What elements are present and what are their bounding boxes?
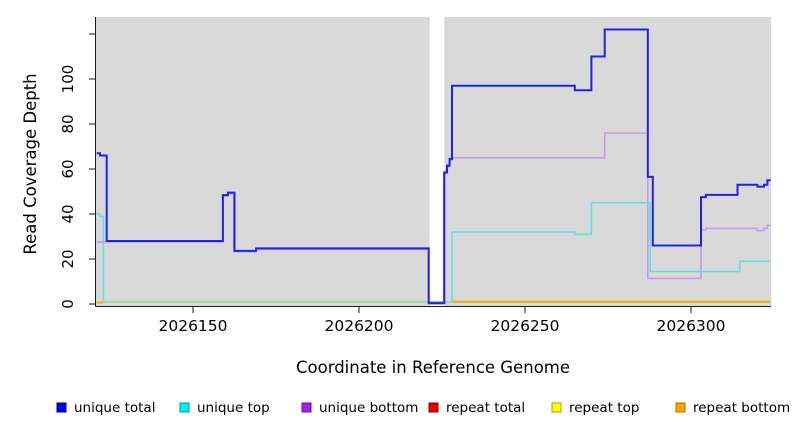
legend-label: repeat bottom [693, 400, 790, 416]
coverage-gap-band [429, 17, 445, 306]
x-tick-label: 2026300 [656, 317, 725, 335]
series-layer [96, 28, 771, 305]
x-axis-title: Coordinate in Reference Genome [296, 358, 570, 377]
y-tick-label: 60 [59, 159, 77, 178]
unique-top-line [451, 202, 771, 302]
x-tick-label: 2026250 [490, 317, 559, 335]
legend-swatch-repeat-top [551, 402, 562, 413]
y-tick-label: 20 [59, 249, 77, 268]
x-tick-label: 2026200 [324, 317, 393, 335]
legend-swatch-unique-bottom [301, 402, 312, 413]
unique-top-line [96, 213, 105, 302]
legend-swatch-repeat-total [428, 402, 439, 413]
y-tick-label: 100 [59, 65, 77, 94]
legend-swatch-unique-top [179, 402, 190, 413]
y-tick-label: 80 [59, 114, 77, 133]
legend-label: unique total [74, 400, 155, 416]
axes-layer: 0 20 40 60 80 100 2026150 2026200 2026250 2026300 [59, 17, 771, 335]
x-tick-label: 2026150 [158, 317, 227, 335]
legend-item-unique-bottom: unique bottom [301, 400, 418, 416]
legend-item-unique-total: unique total [56, 400, 155, 416]
y-tick-label: 0 [59, 299, 77, 309]
y-tick-label: 40 [59, 204, 77, 223]
y-axis-title: Read Coverage Depth [21, 73, 40, 254]
legend-item-unique-top: unique top [179, 400, 270, 416]
legend: unique total unique top unique bottom repea… [56, 400, 790, 416]
legend-item-repeat-top: repeat top [551, 400, 639, 416]
legend-item-repeat-total: repeat total [428, 400, 525, 416]
legend-label: unique top [197, 400, 270, 416]
unique-total-line [96, 28, 771, 305]
legend-label: repeat total [446, 400, 525, 416]
legend-swatch-unique-total [56, 402, 67, 413]
legend-label: repeat top [569, 400, 639, 416]
legend-swatch-repeat-bottom [675, 402, 686, 413]
legend-item-repeat-bottom: repeat bottom [675, 400, 790, 416]
legend-label: unique bottom [319, 400, 418, 416]
